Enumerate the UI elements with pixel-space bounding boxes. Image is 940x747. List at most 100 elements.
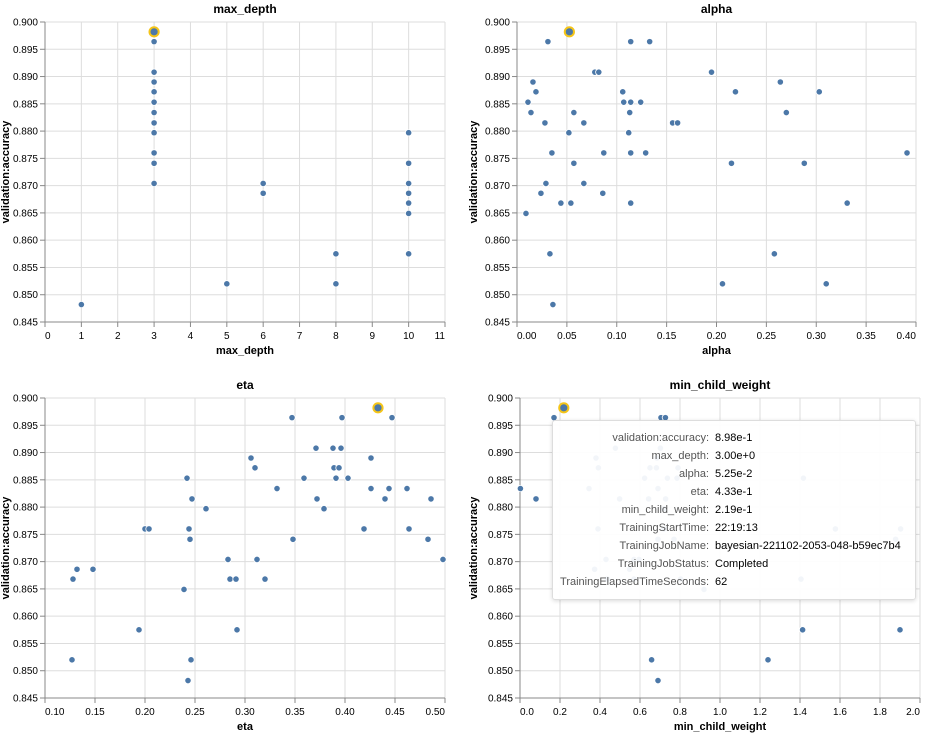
data-point — [637, 98, 645, 106]
chart-max-depth: 0 1 2 3 4 5 6 7 8 9 10 11 0.845 0.850 0.855 0.860 0.865 0… — [0, 2, 446, 357]
tooltip-row: TrainingJobName: bayesian-221102-2053-048… — [557, 537, 903, 555]
point-tooltip: validation:accuracy: 8.98e-1 max_depth: 3.… — [552, 420, 916, 600]
tooltip-key: max_depth: — [651, 450, 709, 462]
data-point — [427, 495, 435, 503]
data-point — [731, 88, 740, 96]
data-point — [150, 149, 158, 157]
data-point — [405, 179, 413, 188]
data-point — [580, 119, 588, 127]
data-point — [626, 108, 634, 117]
y-tick-label: 0.845 — [13, 318, 38, 329]
chart-title: alpha — [701, 2, 733, 16]
x-tick-label: 0.10 — [607, 331, 627, 342]
data-point — [150, 98, 158, 106]
y-tick-label: 0.850 — [488, 666, 513, 677]
x-tick-label: 0.45 — [385, 707, 405, 718]
data-point — [527, 108, 535, 117]
tooltip-row: TrainingJobStatus: Completed — [557, 555, 903, 573]
data-point — [183, 474, 191, 482]
y-tick-label: 0.900 — [13, 394, 38, 405]
data-point — [202, 505, 210, 513]
y-tick-label: 0.875 — [485, 154, 510, 165]
x-tick-label: 1.8 — [873, 707, 887, 718]
data-point — [259, 179, 267, 188]
y-tick-label: 0.855 — [485, 263, 510, 274]
y-tick-label: 0.845 — [485, 318, 510, 329]
tooltip-row: eta: 4.33e-1 — [557, 483, 903, 501]
data-point — [625, 129, 633, 137]
data-point — [896, 626, 904, 634]
y-tick-label: 0.870 — [488, 557, 513, 568]
y-tick-label: 0.870 — [13, 557, 38, 568]
data-point — [226, 575, 234, 583]
tooltip-row: min_child_weight: 2.19e-1 — [557, 501, 903, 519]
highlighted-data-point — [148, 26, 160, 38]
x-tick-label: 0.15 — [85, 707, 105, 718]
x-tick-label: 8 — [333, 331, 339, 342]
x-tick-label: 0.10 — [45, 707, 65, 718]
y-tick-label: 0.880 — [13, 503, 38, 514]
x-tick-label: 0.00 — [517, 331, 537, 342]
data-point — [627, 199, 635, 207]
data-point — [223, 280, 231, 288]
y-axis-title: validation:accuracy — [468, 120, 480, 224]
y-tick-label: 0.865 — [13, 208, 38, 219]
data-point — [338, 414, 346, 422]
x-tick-label: 0.35 — [285, 707, 305, 718]
data-point — [822, 280, 830, 288]
data-point — [150, 88, 158, 96]
data-point — [405, 199, 413, 207]
data-point — [567, 199, 575, 207]
x-tick-label: 0.30 — [807, 331, 827, 342]
data-point — [405, 250, 413, 258]
data-point — [150, 179, 158, 188]
y-tick-label: 0.865 — [485, 208, 510, 219]
x-tick-label: 11 — [435, 331, 446, 342]
data-point — [647, 656, 656, 664]
tooltip-value: 2.19e-1 — [715, 504, 753, 516]
data-point — [145, 525, 153, 533]
data-point — [405, 525, 413, 533]
data-point — [627, 149, 635, 157]
data-point — [288, 414, 296, 422]
x-axis-title: min_child_weight — [674, 721, 767, 733]
x-tick-label: 4 — [188, 331, 194, 342]
x-axis-title: max_depth — [216, 345, 274, 357]
x-tick-label: 1.4 — [793, 707, 807, 718]
data-point — [381, 495, 389, 503]
data-point — [620, 98, 628, 106]
data-point — [580, 179, 588, 188]
y-axis-title: validation:accuracy — [468, 496, 480, 600]
data-point — [312, 444, 320, 452]
data-point — [332, 474, 340, 482]
data-point — [69, 575, 77, 583]
y-tick-label: 0.875 — [13, 530, 38, 541]
tooltip-key: TrainingElapsedTimeSeconds: — [560, 576, 709, 588]
data-point — [251, 464, 259, 472]
y-tick-label: 0.850 — [485, 290, 510, 301]
tooltip-row: TrainingElapsedTimeSeconds: 62 — [557, 573, 903, 591]
tooltip-row: alpha: 5.25e-2 — [557, 465, 903, 483]
data-point — [522, 209, 530, 218]
tooltip-value: 62 — [715, 576, 728, 588]
x-tick-label: 0.20 — [707, 331, 727, 342]
data-point — [516, 484, 525, 493]
data-point — [642, 149, 650, 157]
x-tick-label: 5 — [224, 331, 230, 342]
data-point — [776, 78, 784, 86]
x-tick-label: 10 — [403, 331, 415, 342]
tooltip-value: 8.98e-1 — [715, 432, 753, 444]
data-point — [232, 575, 240, 583]
x-tick-label: 1.2 — [753, 707, 767, 718]
y-tick-label: 0.850 — [13, 666, 38, 677]
data-point — [300, 474, 308, 482]
data-point — [224, 555, 232, 564]
y-tick-label: 0.885 — [13, 99, 38, 110]
data-point — [542, 179, 550, 188]
y-tick-label: 0.880 — [488, 503, 513, 514]
tooltip-row: validation:accuracy: 8.98e-1 — [557, 429, 903, 447]
data-point — [360, 525, 368, 533]
y-axis-title: validation:accuracy — [0, 120, 12, 224]
data-point — [673, 119, 682, 127]
